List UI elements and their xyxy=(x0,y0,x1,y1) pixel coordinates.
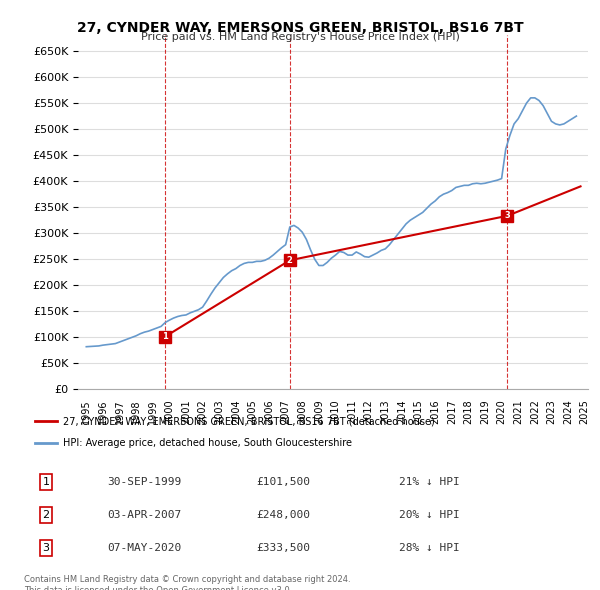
Text: 27, CYNDER WAY, EMERSONS GREEN, BRISTOL, BS16 7BT (detached house): 27, CYNDER WAY, EMERSONS GREEN, BRISTOL,… xyxy=(62,416,434,426)
Text: 07-MAY-2020: 07-MAY-2020 xyxy=(107,543,181,553)
Text: 3: 3 xyxy=(505,211,511,220)
Text: £101,500: £101,500 xyxy=(256,477,310,487)
27, CYNDER WAY, EMERSONS GREEN, BRISTOL, BS16 7BT (detached house) xyxy=(504,212,511,219)
Text: 1: 1 xyxy=(43,477,50,487)
27, CYNDER WAY, EMERSONS GREEN, BRISTOL, BS16 7BT (detached house) xyxy=(161,333,169,340)
HPI: Average price, detached house, South Gloucestershire: (2.02e+03, 3.75e+05): Average price, detached house, South Glo… xyxy=(440,191,447,198)
Text: 2: 2 xyxy=(43,510,50,520)
HPI: Average price, detached house, South Gloucestershire: (2e+03, 2.38e+05): Average price, detached house, South Glo… xyxy=(236,262,244,269)
Text: 03-APR-2007: 03-APR-2007 xyxy=(107,510,181,520)
Text: 30-SEP-1999: 30-SEP-1999 xyxy=(107,477,181,487)
Text: 27, CYNDER WAY, EMERSONS GREEN, BRISTOL, BS16 7BT: 27, CYNDER WAY, EMERSONS GREEN, BRISTOL,… xyxy=(77,21,523,35)
Text: £333,500: £333,500 xyxy=(256,543,310,553)
Text: 1: 1 xyxy=(162,332,168,341)
Text: 3: 3 xyxy=(43,543,50,553)
HPI: Average price, detached house, South Gloucestershire: (2.02e+03, 3.95e+05): Average price, detached house, South Glo… xyxy=(477,180,484,187)
HPI: Average price, detached house, South Gloucestershire: (2.02e+03, 5.25e+05): Average price, detached house, South Glo… xyxy=(573,113,580,120)
Text: 20% ↓ HPI: 20% ↓ HPI xyxy=(400,510,460,520)
HPI: Average price, detached house, South Gloucestershire: (2.02e+03, 4.62e+05): Average price, detached house, South Glo… xyxy=(502,145,509,152)
HPI: Average price, detached house, South Gloucestershire: (2e+03, 8.2e+04): Average price, detached house, South Glo… xyxy=(83,343,90,350)
Text: £248,000: £248,000 xyxy=(256,510,310,520)
HPI: Average price, detached house, South Gloucestershire: (2.02e+03, 5.6e+05): Average price, detached house, South Glo… xyxy=(527,94,534,101)
HPI: Average price, detached house, South Gloucestershire: (2.01e+03, 2.58e+05): Average price, detached house, South Glo… xyxy=(369,251,376,258)
27, CYNDER WAY, EMERSONS GREEN, BRISTOL, BS16 7BT (detached house) xyxy=(286,257,293,264)
Text: 2: 2 xyxy=(287,256,293,265)
Text: 28% ↓ HPI: 28% ↓ HPI xyxy=(400,543,460,553)
Line: 27, CYNDER WAY, EMERSONS GREEN, BRISTOL, BS16 7BT (detached house): 27, CYNDER WAY, EMERSONS GREEN, BRISTOL,… xyxy=(165,186,581,336)
Text: Price paid vs. HM Land Registry's House Price Index (HPI): Price paid vs. HM Land Registry's House … xyxy=(140,32,460,42)
Text: Contains HM Land Registry data © Crown copyright and database right 2024.
This d: Contains HM Land Registry data © Crown c… xyxy=(24,575,350,590)
27, CYNDER WAY, EMERSONS GREEN, BRISTOL, BS16 7BT (detached house) xyxy=(577,183,584,190)
Text: HPI: Average price, detached house, South Gloucestershire: HPI: Average price, detached house, Sout… xyxy=(62,438,352,448)
Line: HPI: Average price, detached house, South Gloucestershire: HPI: Average price, detached house, Sout… xyxy=(86,98,577,347)
Text: 21% ↓ HPI: 21% ↓ HPI xyxy=(400,477,460,487)
HPI: Average price, detached house, South Gloucestershire: (2e+03, 1.43e+05): Average price, detached house, South Glo… xyxy=(182,312,190,319)
